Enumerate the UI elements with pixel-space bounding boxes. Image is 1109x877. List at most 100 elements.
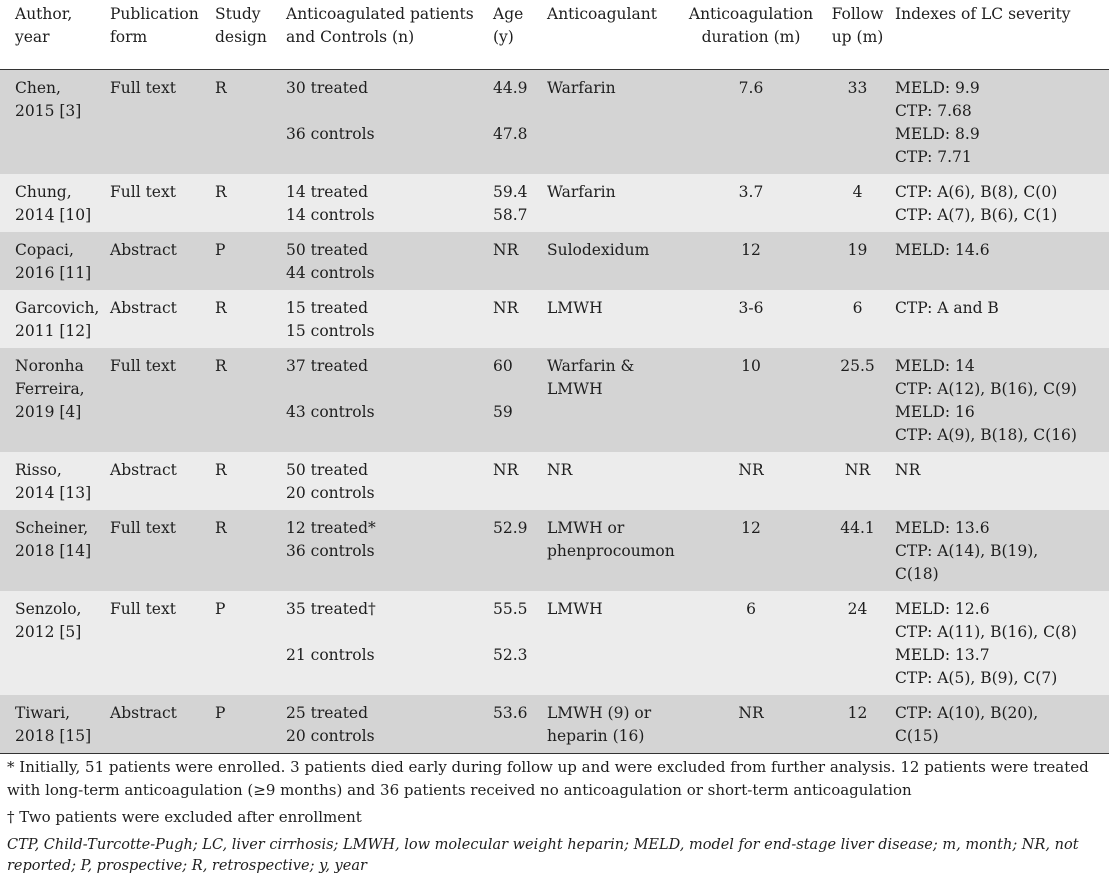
cell-lc-severity-line: MELD: 13.6 <box>895 519 990 537</box>
cell-age-line: NR <box>493 461 519 479</box>
cell-lc-severity-line: MELD: 9.9 <box>895 79 980 97</box>
cell-age-line: NR <box>493 299 519 317</box>
cell-lc-severity-line: CTP: 7.71 <box>895 148 972 166</box>
cell-author: Tiwari, 2018 [15] <box>0 695 110 754</box>
cell-patients-line <box>286 100 493 123</box>
cell-lc-severity-line: C(18) <box>895 565 939 583</box>
cell-patients: 14 treated 14 controls <box>286 174 493 232</box>
cell-study-design: P <box>215 232 286 290</box>
cell-follow-up: 4 <box>820 174 895 232</box>
cell-lc-severity-line: CTP: A(7), B(6), C(1) <box>895 206 1058 224</box>
cell-patients-line: 21 controls <box>286 646 375 664</box>
cell-author: Senzolo, 2012 [5] <box>0 591 110 695</box>
cell-age: 55.5 52.3 <box>493 591 547 695</box>
cell-anticoagulant-line: Warfarin & <box>547 357 635 375</box>
table-row: Risso, 2014 [13] Abstract R 50 treated 20 con… <box>0 452 1109 510</box>
cell-age-line: 59.4 <box>493 183 528 201</box>
cell-age: NR <box>493 290 547 348</box>
cell-publication-form: Abstract <box>110 452 215 510</box>
header-anticoagulant: Anticoagulant <box>547 0 682 70</box>
cell-patients-line: 43 controls <box>286 403 375 421</box>
cell-duration: 6 <box>682 591 820 695</box>
cell-author-line: 2015 [3] <box>15 102 82 120</box>
cell-lc-severity: MELD: 14 CTP: A(12), B(16), C(9) MELD: 16 C… <box>895 348 1109 452</box>
cell-publication-form: Full text <box>110 174 215 232</box>
table-body: Chen, 2015 [3] Full text R 30 treated 36 cont… <box>0 69 1109 754</box>
cell-anticoagulant-line: NR <box>547 461 573 479</box>
footnote-abbreviations: CTP, Child-Turcotte-Pugh; LC, liver cirr… <box>7 837 1079 874</box>
studies-table: Author, year Publication form Study desi… <box>0 0 1109 754</box>
cell-lc-severity-line: CTP: A(10), B(20), <box>895 704 1039 722</box>
cell-duration: 12 <box>682 510 820 591</box>
cell-publication-form: Full text <box>110 348 215 452</box>
cell-anticoagulant-line: LMWH (9) or <box>547 704 652 722</box>
cell-duration: 12 <box>682 232 820 290</box>
cell-patients-line: 15 controls <box>286 322 375 340</box>
cell-lc-severity-line: MELD: 14.6 <box>895 241 990 259</box>
cell-patients-line: 35 treated† <box>286 600 376 618</box>
cell-age-line: 52.9 <box>493 519 528 537</box>
cell-lc-severity: MELD: 14.6 <box>895 232 1109 290</box>
header-duration: Anticoagulation duration (m) <box>682 0 820 70</box>
cell-anticoagulant-line: LMWH or <box>547 519 625 537</box>
cell-patients: 15 treated 15 controls <box>286 290 493 348</box>
cell-age: 59.4 58.7 <box>493 174 547 232</box>
cell-lc-severity-line: CTP: A and B <box>895 299 999 317</box>
cell-publication-form: Abstract <box>110 695 215 754</box>
cell-lc-severity-line: CTP: A(12), B(16), C(9) <box>895 380 1077 398</box>
cell-duration: 7.6 <box>682 69 820 174</box>
cell-patients: 50 treated 44 controls <box>286 232 493 290</box>
cell-patients-line: 37 treated <box>286 357 369 375</box>
cell-lc-severity: MELD: 13.6 CTP: A(14), B(19), C(18) <box>895 510 1109 591</box>
cell-author: Chung, 2014 [10] <box>0 174 110 232</box>
cell-study-design: P <box>215 695 286 754</box>
cell-age-line: NR <box>493 241 519 259</box>
cell-lc-severity-line: MELD: 8.9 <box>895 125 980 143</box>
table-row: Senzolo, 2012 [5] Full text P 35 treated† 21 … <box>0 591 1109 695</box>
header-age: Age (y) <box>493 0 547 70</box>
table-row: Garcovich, 2011 [12] Abstract R 15 treated 15… <box>0 290 1109 348</box>
cell-age: NR <box>493 452 547 510</box>
cell-patients-line: 14 treated <box>286 183 369 201</box>
cell-publication-form: Full text <box>110 591 215 695</box>
cell-author-line: Noronha <box>15 357 84 375</box>
cell-study-design: R <box>215 69 286 174</box>
cell-anticoagulant: LMWH <box>547 290 682 348</box>
table-row: Tiwari, 2018 [15] Abstract P 25 treated 20 co… <box>0 695 1109 754</box>
cell-age: 44.9 47.8 <box>493 69 547 174</box>
cell-patients-line: 12 treated* <box>286 519 376 537</box>
cell-age-line <box>493 100 547 123</box>
cell-author: Scheiner, 2018 [14] <box>0 510 110 591</box>
table-row: Chen, 2015 [3] Full text R 30 treated 36 cont… <box>0 69 1109 174</box>
cell-age-line: 52.3 <box>493 646 528 664</box>
cell-author-line: 2018 [15] <box>15 727 92 745</box>
cell-study-design: R <box>215 452 286 510</box>
cell-age-line: 58.7 <box>493 206 528 224</box>
cell-lc-severity-line: MELD: 16 <box>895 403 975 421</box>
cell-patients-line: 50 treated <box>286 241 369 259</box>
cell-patients-line <box>286 621 493 644</box>
cell-patients: 12 treated* 36 controls <box>286 510 493 591</box>
cell-lc-severity: CTP: A and B <box>895 290 1109 348</box>
cell-author-line: Ferreira, <box>15 380 85 398</box>
cell-anticoagulant-line: Warfarin <box>547 183 616 201</box>
header-lc-severity: Indexes of LC severity <box>895 0 1109 70</box>
cell-follow-up: 24 <box>820 591 895 695</box>
header-publication-form: Publication form <box>110 0 215 70</box>
cell-study-design: R <box>215 290 286 348</box>
cell-follow-up: 25.5 <box>820 348 895 452</box>
cell-patients-line: 50 treated <box>286 461 369 479</box>
cell-lc-severity: CTP: A(6), B(8), C(0) CTP: A(7), B(6), C(… <box>895 174 1109 232</box>
cell-patients-line <box>286 378 493 401</box>
cell-patients-line: 14 controls <box>286 206 375 224</box>
cell-author-line: 2018 [14] <box>15 542 92 560</box>
cell-author: Copaci, 2016 [11] <box>0 232 110 290</box>
table-row: Chung, 2014 [10] Full text R 14 treated 14 co… <box>0 174 1109 232</box>
cell-author: Chen, 2015 [3] <box>0 69 110 174</box>
cell-age-line <box>493 378 547 401</box>
cell-lc-severity-line: CTP: 7.68 <box>895 102 972 120</box>
cell-patients: 37 treated 43 controls <box>286 348 493 452</box>
cell-study-design: P <box>215 591 286 695</box>
cell-lc-severity-line: CTP: A(5), B(9), C(7) <box>895 669 1058 687</box>
cell-patients-line: 30 treated <box>286 79 369 97</box>
